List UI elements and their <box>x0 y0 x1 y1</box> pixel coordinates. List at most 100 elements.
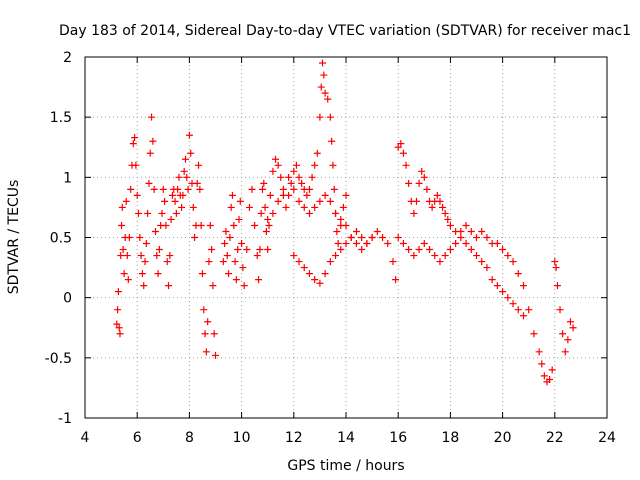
data-point <box>493 282 501 290</box>
data-point <box>305 270 313 278</box>
x-tick-label: 22 <box>546 430 564 446</box>
data-point <box>114 306 122 314</box>
data-point <box>337 215 345 223</box>
data-point <box>399 240 407 248</box>
data-point <box>540 372 548 380</box>
data-point <box>300 203 308 211</box>
data-point <box>473 234 480 241</box>
data-point <box>155 246 163 254</box>
data-point <box>546 375 554 383</box>
data-point <box>509 258 517 266</box>
data-point <box>436 197 444 205</box>
data-point <box>352 240 360 248</box>
data-point <box>269 209 277 217</box>
data-point <box>135 209 143 217</box>
data-point <box>332 252 340 260</box>
data-point <box>446 221 454 229</box>
data-point <box>551 258 559 266</box>
data-point <box>313 149 321 157</box>
y-axis: -1 -0.5 0 0.5 1 1.5 2 <box>45 50 607 427</box>
data-point <box>138 270 146 278</box>
data-point <box>415 179 423 187</box>
data-point <box>184 185 192 193</box>
data-point <box>168 191 176 199</box>
data-point <box>137 252 145 260</box>
data-point <box>397 140 405 148</box>
data-point <box>114 288 122 296</box>
data-point <box>172 209 180 217</box>
data-point <box>462 240 470 248</box>
data-point <box>405 246 413 254</box>
data-point <box>161 197 169 205</box>
data-point <box>120 270 128 278</box>
data-point <box>208 246 216 254</box>
data-point <box>149 137 157 145</box>
data-point <box>420 173 428 181</box>
data-point <box>264 215 272 223</box>
data-point <box>332 209 340 217</box>
y-tick-label: 2 <box>63 50 72 66</box>
data-point <box>535 348 543 356</box>
data-point <box>225 270 233 278</box>
data-point <box>514 270 522 278</box>
data-point <box>118 221 126 229</box>
data-point <box>499 246 507 254</box>
data-point <box>196 185 204 193</box>
data-point <box>478 227 486 235</box>
data-point <box>444 215 452 223</box>
data-point <box>441 252 449 260</box>
data-point <box>352 227 360 235</box>
data-point <box>178 203 186 211</box>
x-tick-label: 8 <box>185 430 194 446</box>
data-point <box>180 167 188 175</box>
data-point <box>311 276 319 284</box>
data-point <box>295 173 303 181</box>
data-point <box>132 161 140 169</box>
x-tick-label: 10 <box>233 430 251 446</box>
data-point <box>473 252 480 260</box>
data-point <box>342 191 350 199</box>
data-point <box>373 227 381 235</box>
data-point <box>235 215 243 223</box>
data-point <box>123 252 131 260</box>
x-tick-label: 12 <box>285 430 303 446</box>
data-point <box>171 197 179 205</box>
data-point <box>265 221 273 229</box>
data-point <box>290 185 298 193</box>
data-point <box>136 234 144 241</box>
data-point <box>119 246 127 254</box>
data-point <box>431 252 439 260</box>
data-point <box>389 258 397 266</box>
data-point <box>174 185 182 193</box>
data-point <box>499 288 507 296</box>
data-point <box>436 258 444 266</box>
data-point <box>394 143 402 151</box>
data-point <box>269 167 277 175</box>
data-point <box>342 221 350 229</box>
data-point <box>405 179 413 187</box>
data-point <box>204 318 212 326</box>
x-axis-label: GPS time / hours <box>287 458 404 474</box>
data-point <box>530 330 538 338</box>
data-point <box>266 191 274 199</box>
data-point <box>228 191 236 199</box>
data-point <box>538 360 546 368</box>
data-point <box>187 149 195 157</box>
data-point <box>148 113 156 121</box>
data-point <box>240 282 248 290</box>
data-point <box>316 279 324 287</box>
data-point <box>234 246 242 254</box>
data-point <box>272 155 280 163</box>
data-point <box>402 161 410 169</box>
data-point <box>251 221 259 229</box>
data-point <box>239 264 247 272</box>
data-point <box>117 252 125 260</box>
data-point <box>457 227 465 235</box>
data-point <box>150 185 158 193</box>
data-point <box>347 234 355 241</box>
data-point <box>317 83 325 91</box>
y-tick-label: 1 <box>63 170 72 186</box>
data-point <box>384 240 392 248</box>
data-point <box>358 246 366 254</box>
data-point <box>467 246 475 254</box>
